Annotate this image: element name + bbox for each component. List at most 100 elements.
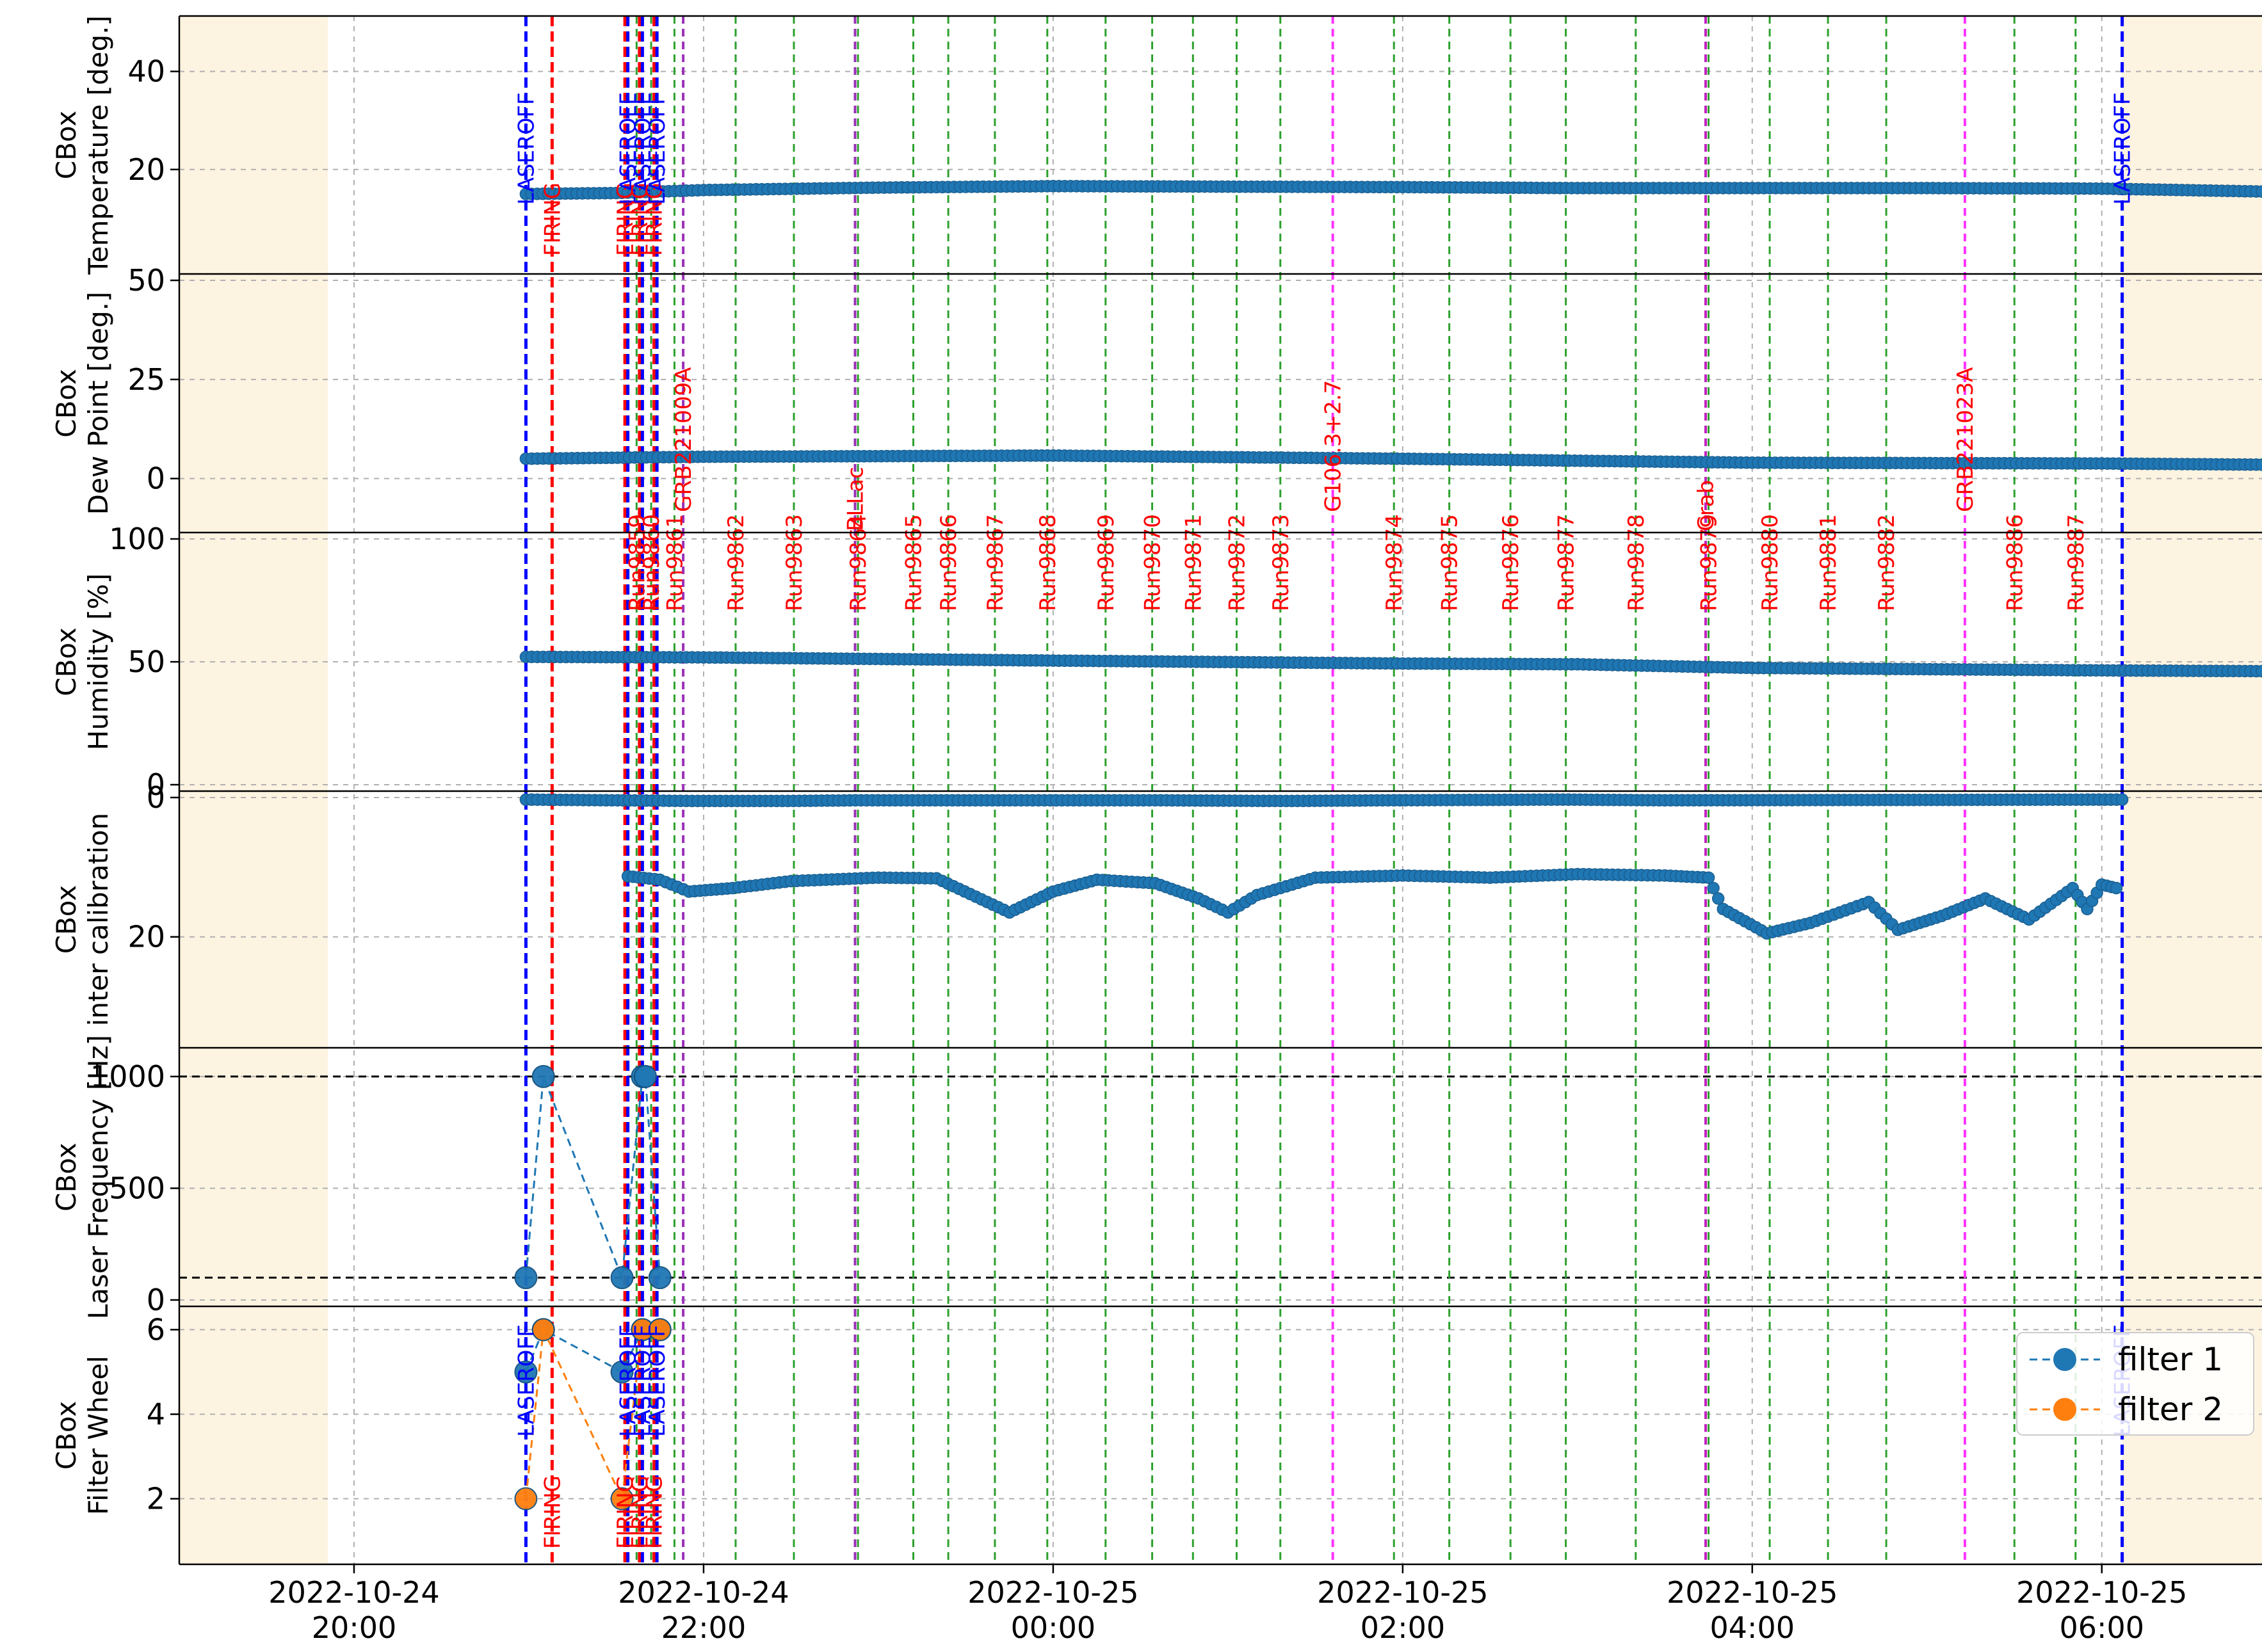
data-marks-group: [514, 180, 2262, 1511]
y-axis-title-2-0: CBox: [51, 627, 82, 696]
point-5-1-4: [648, 1318, 672, 1342]
event-lines-group: [524, 16, 2124, 1564]
y-axis-title-4-0: CBox: [51, 1143, 82, 1211]
point-4-0-1: [531, 1064, 555, 1088]
laser-label-bottom-5: LASEROFF: [630, 1324, 656, 1437]
run-label-23: Run9882: [1874, 514, 1900, 611]
y-axis-title-2-1: Humidity [%]: [83, 573, 114, 750]
run-label-0: Run9859: [624, 514, 650, 611]
legend-marker-0: [2053, 1348, 2076, 1371]
source-label-1: BLLac: [843, 467, 869, 531]
run-label-7: Run9866: [936, 514, 962, 611]
legend: filter 1 filter 2: [2016, 1332, 2254, 1436]
laser-label-bottom-7: LASEROFF: [645, 1324, 670, 1437]
y-axis-title-4-1: Laser Frequency [Hz]: [83, 1035, 114, 1319]
run-label-1: Run9860: [639, 514, 665, 611]
y-tick-label-0-0: 20: [127, 152, 165, 187]
x-tick-date-5: 2022-10-25: [2016, 1575, 2187, 1610]
point-4-0-2: [610, 1266, 634, 1290]
point-1-0-303: [2256, 458, 2262, 471]
laser-label-top-1: FIRING: [540, 182, 565, 256]
point-5-1-0: [514, 1487, 538, 1511]
laser-label-top-5: LASEROFF: [630, 92, 656, 205]
run-label-13: Run9872: [1225, 514, 1250, 611]
night-region-0: [179, 16, 328, 1564]
run-label-15: Run9874: [1382, 514, 1407, 611]
laser-label-bottom-2: FIRING: [613, 1475, 638, 1549]
point-5-0-2: [610, 1360, 634, 1384]
run-label-25: Run9887: [2064, 514, 2089, 611]
run-label-18: Run9877: [1554, 514, 1579, 611]
y-axis-title-0-1: Temperature [deg.]: [83, 15, 114, 275]
source-label-2: G106.3+2.7: [1321, 380, 1346, 512]
x-tick-time-2: 00:00: [1011, 1610, 1096, 1645]
x-tick-time-4: 04:00: [1710, 1610, 1795, 1645]
run-label-9: Run9868: [1035, 514, 1061, 611]
y-axis-title-1-1: Dew Point [deg.]: [83, 292, 114, 515]
legend-label-0: filter 1: [2118, 1341, 2223, 1378]
run-label-5: Run9864: [846, 514, 871, 611]
point-0-0-299: [2256, 185, 2262, 198]
source-label-4: GRB221023A: [1953, 367, 1978, 512]
run-label-21: Run9880: [1757, 514, 1783, 611]
run-label-2: Run9861: [662, 514, 688, 611]
laser-label-top-4: FIRING: [627, 182, 653, 256]
y-tick-label-2-2: 100: [109, 522, 165, 556]
source-label-3: Crab: [1693, 480, 1719, 531]
x-tick-date-4: 2022-10-25: [1667, 1575, 1838, 1610]
y-tick-label-3-0: 0: [147, 780, 165, 815]
y-axis-title-3-1: inter calibration: [83, 813, 114, 1027]
laser-label-top-3: LASEROFF: [616, 92, 642, 205]
run-label-4: Run9863: [782, 514, 807, 611]
point-5-1-2: [610, 1487, 634, 1511]
point-5-1-1: [531, 1318, 555, 1342]
point-4-0-0: [514, 1266, 538, 1290]
run-label-19: Run9878: [1624, 514, 1649, 611]
source-label-0: GRB221009A: [671, 367, 697, 512]
y-tick-label-2-0: 0: [147, 767, 165, 802]
laser-label-bottom-0: LASEROFF: [513, 1324, 539, 1437]
y-axis-title-1-0: CBox: [51, 369, 82, 437]
point-3-0-190: [1707, 881, 1720, 895]
laser-label-top-2: FIRING: [613, 182, 638, 256]
series-line-4-0: [524, 1075, 661, 1278]
y-tick-label-5-2: 6: [147, 1312, 165, 1347]
y-tick-label-4-0: 0: [147, 1283, 165, 1317]
y-axis-title-5-0: CBox: [51, 1401, 82, 1470]
run-label-12: Run9871: [1181, 514, 1206, 611]
point-2-0-302: [2256, 664, 2262, 678]
laser-label-bottom-3: LASEROFF: [616, 1324, 642, 1437]
grid-group: [179, 16, 2262, 1564]
run-label-8: Run9867: [983, 514, 1008, 611]
y-tick-label-1-1: 25: [127, 362, 165, 397]
y-tick-label-5-1: 4: [147, 1397, 165, 1431]
run-label-14: Run9873: [1268, 514, 1294, 611]
point-5-0-0: [514, 1360, 538, 1384]
legend-label-1: filter 2: [2118, 1391, 2223, 1428]
x-tick-time-5: 06:00: [2059, 1610, 2144, 1645]
y-axis-title-5-1: Filter Wheel: [83, 1356, 114, 1515]
x-tick-time-1: 22:00: [661, 1610, 747, 1645]
laser-label-top-6: FIRING: [642, 182, 668, 256]
y-tick-label-1-0: 0: [147, 461, 165, 496]
run-label-22: Run9881: [1816, 514, 1841, 611]
laser-label-top-7: LASEROFF: [645, 92, 670, 205]
y-tick-label-5-0: 2: [147, 1482, 165, 1516]
run-label-17: Run9876: [1498, 514, 1524, 611]
x-tick-date-2: 2022-10-25: [967, 1575, 1138, 1610]
y-tick-label-3-1: 20: [127, 920, 165, 954]
laser-label-top-8: LASEROFF: [2110, 92, 2136, 205]
laser-label-top-0: LASEROFF: [513, 92, 539, 205]
run-label-3: Run9862: [723, 514, 749, 611]
y-tick-label-0-1: 40: [127, 54, 165, 89]
point-3-0-264: [2110, 881, 2123, 895]
point-3-0-191: [1711, 892, 1725, 905]
laser-label-bottom-6: FIRING: [642, 1475, 668, 1549]
y-tick-label-2-1: 50: [127, 645, 165, 679]
y-tick-label-4-2: 1000: [90, 1059, 165, 1094]
laser-label-bottom-4: FIRING: [627, 1475, 653, 1549]
run-label-24: Run9886: [2002, 514, 2028, 611]
